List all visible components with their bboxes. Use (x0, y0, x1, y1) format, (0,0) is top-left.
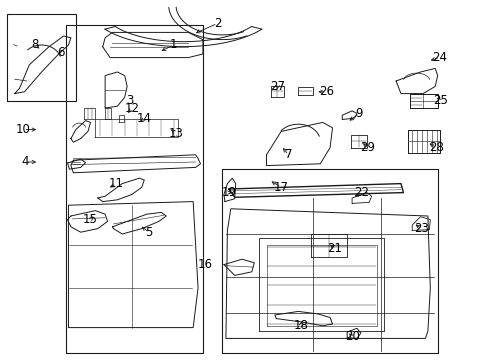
Text: 10: 10 (16, 123, 31, 136)
Text: 19: 19 (221, 186, 236, 199)
Text: 8: 8 (31, 39, 39, 51)
Text: 6: 6 (57, 46, 65, 59)
Text: 4: 4 (21, 156, 29, 168)
Text: 3: 3 (125, 94, 133, 107)
Text: 27: 27 (270, 80, 285, 93)
Text: 18: 18 (293, 319, 307, 332)
Text: 21: 21 (327, 242, 342, 255)
Text: 1: 1 (169, 39, 177, 51)
Text: 25: 25 (432, 94, 447, 107)
Text: 26: 26 (319, 85, 333, 98)
Text: 17: 17 (273, 181, 288, 194)
Text: 13: 13 (168, 127, 183, 140)
Text: 16: 16 (198, 258, 212, 271)
Text: 24: 24 (432, 51, 447, 64)
Text: 11: 11 (109, 177, 123, 190)
Text: 28: 28 (428, 141, 443, 154)
Text: 20: 20 (344, 330, 359, 343)
Text: 7: 7 (284, 148, 292, 161)
Text: 12: 12 (124, 102, 139, 114)
Text: 5: 5 (145, 226, 153, 239)
Text: 14: 14 (137, 112, 151, 125)
Text: 23: 23 (413, 222, 428, 235)
Text: 22: 22 (354, 186, 368, 199)
Text: 2: 2 (213, 17, 221, 30)
Text: 29: 29 (360, 141, 374, 154)
Text: 9: 9 (355, 107, 363, 120)
Text: 15: 15 (83, 213, 98, 226)
